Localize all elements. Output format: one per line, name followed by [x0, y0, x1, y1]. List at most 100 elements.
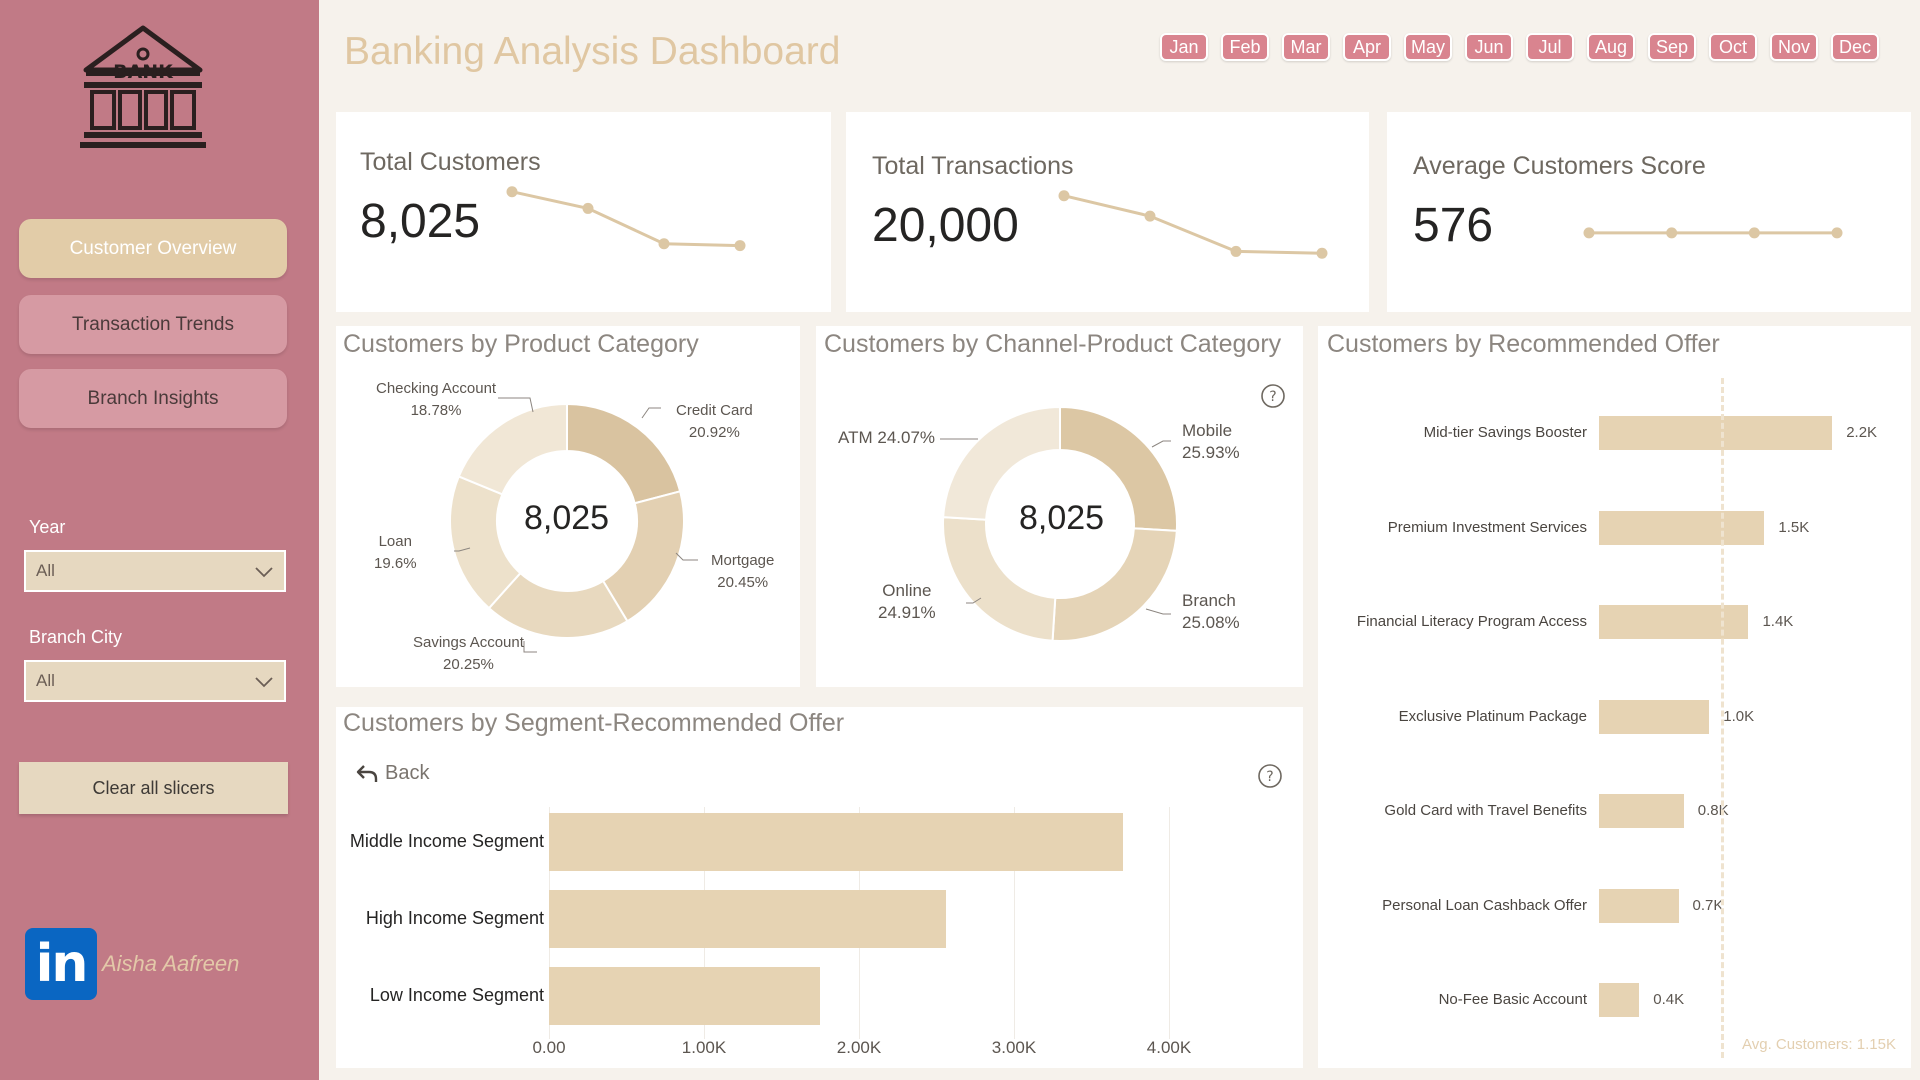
bar-value-label: 2.2K	[1846, 424, 1878, 441]
donut-label-checking-account: Checking Account 18.78%	[376, 380, 497, 419]
sparkline-point[interactable]	[506, 186, 518, 198]
month-button[interactable]: May	[1404, 33, 1452, 61]
year-slicer[interactable]: All	[24, 550, 286, 592]
donut-center-value: 8,025	[524, 499, 610, 537]
bar-value-label: 1.4K	[1762, 613, 1794, 630]
nav-transaction-trends-button[interactable]: Transaction Trends	[19, 295, 287, 354]
sparkline-point[interactable]	[1748, 227, 1760, 239]
offer-bar[interactable]	[1599, 510, 1765, 545]
month-button[interactable]: Jun	[1465, 33, 1513, 61]
offer-bar[interactable]	[1599, 888, 1679, 923]
sparkline-point[interactable]	[1831, 227, 1843, 239]
sparkline-point[interactable]	[1230, 245, 1242, 257]
recommended-offer-chart: Mid-tier Savings Booster 2.2K Premium Inve…	[1318, 326, 1911, 1068]
product-category-panel: Customers by Product Category 8,025 Cred…	[336, 326, 800, 687]
branch-city-slicer[interactable]: All	[24, 660, 286, 702]
sparkline-point[interactable]	[1666, 227, 1678, 239]
sparkline-path	[1063, 194, 1323, 255]
donut-slice-mobile[interactable]	[1059, 405, 1178, 532]
back-button[interactable]: Back	[355, 762, 429, 785]
donut-label-mortgage: Mortgage 20.45%	[711, 552, 775, 591]
month-button[interactable]: Oct	[1709, 33, 1757, 61]
panel-title: Customers by Segment-Recommended Offer	[343, 709, 845, 737]
segment-bar[interactable]	[549, 813, 1123, 871]
nav-customer-overview-button[interactable]: Customer Overview	[19, 219, 287, 278]
linkedin-icon[interactable]: in	[25, 928, 97, 1000]
sparkline-point[interactable]	[1144, 210, 1156, 222]
donut-slice-branch[interactable]	[1051, 527, 1178, 642]
logo-text: BANK	[113, 61, 174, 83]
donut-slice-credit-card[interactable]	[566, 402, 682, 505]
svg-text:?: ?	[1269, 389, 1276, 405]
donut-slice-checking-account[interactable]	[457, 402, 568, 496]
month-button[interactable]: Sep	[1648, 33, 1696, 61]
author-name: Aisha Aafreen	[102, 951, 240, 976]
month-button[interactable]: Jan	[1160, 33, 1208, 61]
month-slicer: Jan Feb Mar Apr May Jun Jul Aug Sep Oct Nov Dec	[1160, 33, 1892, 61]
sparkline-point[interactable]	[658, 238, 670, 250]
bar-category-label: Gold Card with Travel Benefits	[1384, 802, 1587, 819]
month-button[interactable]: Feb	[1221, 33, 1269, 61]
segment-bar[interactable]	[549, 890, 946, 948]
kpi-title: Total Transactions	[872, 152, 1074, 180]
leader-line	[523, 641, 537, 653]
bank-logo-icon: BANK	[80, 25, 206, 148]
month-button[interactable]: Jul	[1526, 33, 1574, 61]
sparkline-path	[511, 190, 741, 248]
x-axis-tick: 3.00K	[991, 1038, 1037, 1057]
page-title: Banking Analysis Dashboard	[344, 30, 841, 73]
leader-line	[1151, 440, 1171, 448]
chevron-down-icon	[255, 567, 273, 578]
kpi-value: 8,025	[360, 195, 481, 248]
bar-category-label: Mid-tier Savings Booster	[1423, 424, 1587, 441]
back-arrow-icon	[356, 764, 378, 782]
kpi-sparkline	[1583, 227, 1843, 239]
bar-category-label: Personal Loan Cashback Offer	[1382, 896, 1587, 914]
offer-bar[interactable]	[1599, 699, 1710, 734]
sidebar: BANK Customer Overview Transaction Trend…	[0, 0, 319, 1080]
donut-label-online: Online 24.91%	[878, 581, 936, 622]
sparkline-point[interactable]	[1316, 247, 1328, 259]
offer-bar[interactable]	[1599, 983, 1640, 1017]
kpi-value: 20,000	[872, 199, 1019, 252]
panel-title: Customers by Product Category	[343, 330, 699, 358]
donut-label-credit-card: Credit Card 20.92%	[676, 402, 753, 441]
month-button[interactable]: Apr	[1343, 33, 1391, 61]
grid-line	[1014, 807, 1015, 1039]
branch-city-slicer-value: All	[36, 671, 55, 690]
donut-slice-atm[interactable]	[942, 405, 1061, 521]
grid-line	[1169, 807, 1170, 1039]
segment-bar[interactable]	[549, 967, 821, 1025]
month-button[interactable]: Nov	[1770, 33, 1818, 61]
clear-all-slicers-button[interactable]: Clear all slicers	[19, 762, 288, 814]
help-icon[interactable]: ?	[1257, 763, 1283, 789]
kpi-sparkline	[506, 186, 746, 252]
offer-bar[interactable]	[1599, 605, 1749, 639]
month-button[interactable]: Mar	[1282, 33, 1330, 61]
sparkline-point[interactable]	[582, 202, 594, 214]
sparkline-point[interactable]	[1583, 227, 1595, 239]
channel-category-panel: Customers by Channel-Product Category ? …	[816, 326, 1303, 687]
offer-bar[interactable]	[1599, 416, 1833, 450]
leader-line	[1145, 608, 1171, 615]
sparkline-point[interactable]	[1058, 190, 1070, 202]
product-category-donut	[449, 397, 698, 653]
x-axis-tick: 4.00K	[1146, 1038, 1192, 1057]
segment-label: Low Income Segment	[369, 985, 544, 1005]
month-button[interactable]: Aug	[1587, 33, 1635, 61]
bar-category-label: Financial Literacy Program Access	[1356, 613, 1587, 630]
recommended-offer-panel: Customers by Recommended Offer Mid-tier …	[1318, 326, 1911, 1068]
help-icon[interactable]: ?	[1260, 383, 1286, 409]
month-button[interactable]: Dec	[1831, 33, 1879, 61]
bar-value-label: 0.7K	[1692, 896, 1724, 914]
bar-value-label: 0.4K	[1653, 991, 1685, 1008]
branch-city-slicer-label: Branch City	[29, 627, 123, 647]
nav-branch-insights-button[interactable]: Branch Insights	[19, 369, 287, 428]
leader-line	[454, 547, 471, 552]
x-axis-tick: 0.00	[532, 1038, 566, 1057]
bar-value-label: 0.8K	[1697, 802, 1729, 819]
offer-bar[interactable]	[1599, 794, 1684, 828]
average-reference-line	[1720, 378, 1724, 1058]
sparkline-point[interactable]	[734, 240, 746, 252]
kpi-title: Average Customers Score	[1413, 152, 1706, 180]
